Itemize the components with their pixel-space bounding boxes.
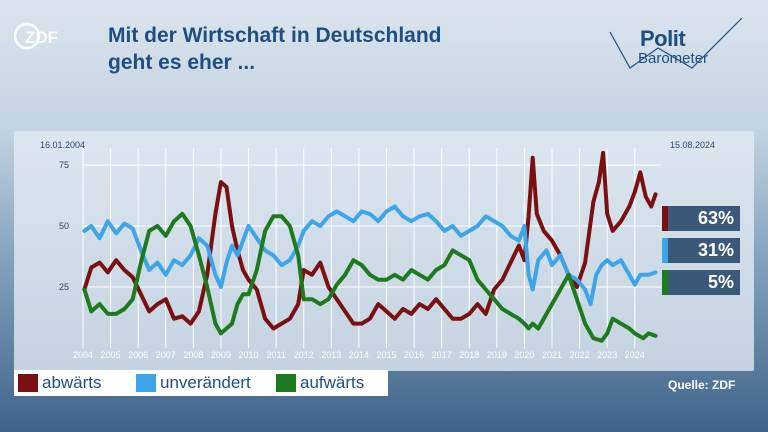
badge-unveraendert: 31%	[662, 238, 740, 263]
badge-color-bar	[662, 238, 668, 263]
x-tick-label: 2012	[294, 350, 314, 360]
page-title: Mit der Wirtschaft in Deutschland geht e…	[108, 22, 442, 76]
x-tick-label: 2013	[321, 350, 341, 360]
x-tick-label: 2016	[404, 350, 424, 360]
legend-label: abwärts	[42, 373, 102, 392]
x-tick-label: 2009	[211, 350, 231, 360]
x-tick-label: 2021	[542, 350, 562, 360]
start-date-label: 16.01.2004	[40, 140, 86, 150]
x-tick-label: 2010	[239, 350, 259, 360]
legend-swatch	[276, 374, 296, 392]
x-tick-label: 2015	[376, 350, 396, 360]
title-line-1: Mit der Wirtschaft in Deutschland	[108, 24, 442, 47]
x-tick-label: 2020	[514, 350, 534, 360]
x-tick-label: 2008	[183, 350, 203, 360]
series-line-unverändert	[82, 204, 658, 307]
x-tick-label: 2019	[487, 350, 507, 360]
x-tick-label: 2024	[625, 350, 645, 360]
title-line-2: geht es eher ...	[108, 51, 256, 74]
zdf-logo: ZDF	[13, 22, 78, 52]
end-date-label: 15.08.2024	[670, 140, 716, 150]
x-tick-label: 2022	[570, 350, 590, 360]
badge-value: 63%	[697, 208, 734, 228]
x-tick-label: 2018	[459, 350, 479, 360]
series-line-abwärts	[82, 150, 658, 331]
politbarometer-logo: Polit Barometer	[600, 8, 760, 78]
x-tick-label: 2011	[266, 350, 285, 360]
logo-barometer-text: Barometer	[638, 50, 709, 67]
chart-legend: abwärts unverändert aufwärts	[14, 370, 388, 396]
y-tick-label: 75	[59, 160, 69, 170]
legend-swatch	[18, 374, 38, 392]
x-tick-label: 2006	[128, 350, 148, 360]
x-tick-label: 2005	[101, 350, 121, 360]
legend-swatch	[136, 374, 156, 392]
x-tick-label: 2004	[73, 350, 93, 360]
badge-color-bar	[662, 270, 668, 295]
x-tick-label: 2007	[156, 350, 176, 360]
badge-aufwaerts: 5%	[662, 270, 740, 295]
x-tick-label: 2014	[349, 350, 369, 360]
y-tick-label: 25	[59, 282, 69, 292]
legend-label: aufwärts	[300, 373, 365, 392]
x-tick-label: 2023	[597, 350, 617, 360]
badge-abwaerts: 63%	[662, 206, 740, 231]
y-tick-label: 50	[59, 221, 69, 231]
zdf-logo-text: ZDF	[25, 28, 58, 47]
badge-color-bar	[662, 206, 668, 231]
badge-value: 5%	[707, 272, 734, 292]
legend-label: unverändert	[160, 373, 251, 392]
series-line-aufwärts	[82, 211, 658, 343]
x-tick-label: 2017	[432, 350, 452, 360]
badge-value: 31%	[697, 240, 734, 260]
logo-polit-text: Polit	[640, 26, 686, 51]
source-label: Quelle: ZDF	[668, 378, 736, 392]
